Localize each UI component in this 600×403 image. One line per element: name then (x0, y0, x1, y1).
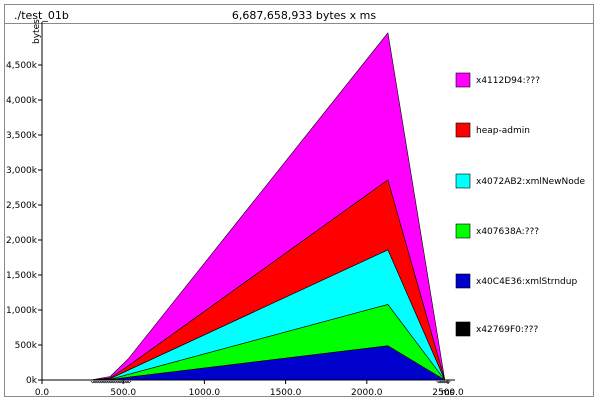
legend-label: heap-admin (476, 126, 530, 136)
x-tick-label: 2000.0 (351, 388, 383, 398)
legend-label: x42769F0:??? (476, 325, 538, 335)
sample-marker (126, 380, 132, 384)
total-bytes-ms: 6,687,658,933 bytes x ms (231, 9, 377, 22)
sample-marker (438, 380, 443, 384)
program-command: ./test_01b (14, 9, 69, 22)
legend-label: x4072AB2:xmlNewNode (476, 177, 585, 187)
legend-swatch (455, 173, 471, 189)
legend-swatch (455, 122, 471, 138)
y-tick-label: 1,500k (6, 271, 38, 281)
x-tick-label: 500.0 (110, 388, 136, 398)
y-tick-label: 500k (15, 341, 38, 351)
x-tick-label: 0.0 (35, 388, 50, 398)
sample-marker (436, 380, 441, 384)
x-tick-label: 2500.0 (432, 388, 464, 398)
x-tick-label: 1000.0 (189, 388, 221, 398)
sample-marker (440, 380, 445, 384)
y-tick-label: 0k (26, 376, 38, 386)
y-tick-label: 3,500k (6, 131, 38, 141)
sample-marker (446, 380, 451, 384)
y-tick-label: 3,000k (6, 166, 38, 176)
legend-swatch (455, 223, 471, 239)
y-tick-label: 2,500k (6, 201, 38, 211)
y-axis-label: bytes (32, 19, 42, 44)
legend-swatch (455, 273, 471, 289)
y-tick-label: 2,000k (6, 236, 38, 246)
sample-marker (444, 380, 449, 384)
legend-label: x40C4E36:xmlStrndup (476, 277, 577, 287)
y-tick-label: 4,000k (6, 96, 38, 106)
legend-label: x407638A:??? (476, 227, 539, 237)
legend-swatch (455, 72, 471, 88)
x-axis-unit: ms (441, 388, 455, 398)
legend-swatch (455, 321, 471, 337)
x-tick-label: 1500.0 (270, 388, 302, 398)
y-tick-label: 1,000k (6, 306, 38, 316)
sample-marker (442, 380, 447, 384)
y-tick-label: 4,500k (6, 61, 38, 71)
legend-label: x4112D94:??? (476, 76, 540, 86)
chart-header: ./test_01b 6,687,658,933 bytes x ms (4, 4, 594, 24)
chart-frame (4, 4, 594, 397)
